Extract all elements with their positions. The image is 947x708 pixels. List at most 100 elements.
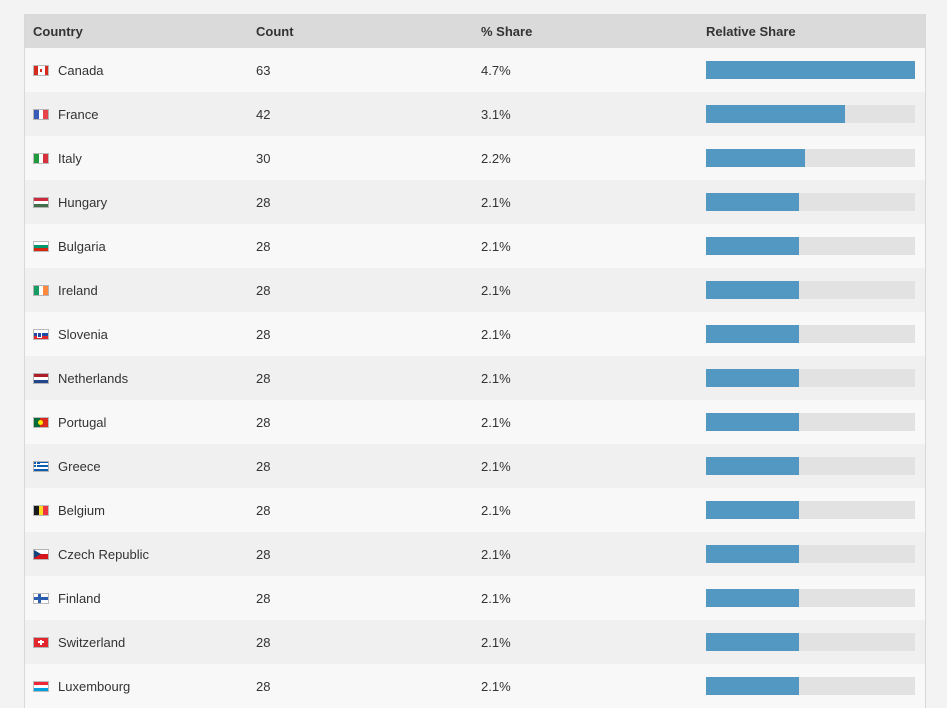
relative-share-bar-fill (706, 281, 799, 299)
relative-share-bar-fill (706, 193, 799, 211)
table-row[interactable]: Czech Republic 28 2.1% (25, 532, 925, 576)
relative-share-cell (706, 457, 925, 475)
share-cell: 2.1% (481, 326, 511, 342)
table-row[interactable]: Hungary 28 2.1% (25, 180, 925, 224)
count-cell: 28 (256, 590, 271, 606)
share-cell: 2.1% (481, 238, 511, 254)
table-header: Country Count % Share Relative Share (25, 14, 925, 48)
table-row[interactable]: Finland 28 2.1% (25, 576, 925, 620)
country-cell: Italy (25, 151, 256, 166)
table-row[interactable]: Slovenia 28 2.1% (25, 312, 925, 356)
table-row[interactable]: Luxembourg 28 2.1% (25, 664, 925, 708)
relative-share-bar-track (706, 369, 915, 387)
count-cell: 28 (256, 634, 271, 650)
relative-share-bar-fill (706, 589, 799, 607)
country-name: Luxembourg (58, 678, 131, 694)
relative-share-cell (706, 325, 925, 343)
table-row[interactable]: Canada 63 4.7% (25, 48, 925, 92)
relative-share-cell (706, 677, 925, 695)
count-cell: 28 (256, 546, 271, 562)
table-row[interactable]: Italy 30 2.2% (25, 136, 925, 180)
table-row[interactable]: Portugal 28 2.1% (25, 400, 925, 444)
count-cell: 63 (256, 62, 271, 78)
relative-share-bar-fill (706, 237, 799, 255)
country-name: Canada (58, 62, 104, 78)
table-row[interactable]: Ireland 28 2.1% (25, 268, 925, 312)
header-count[interactable]: Count (256, 23, 294, 39)
country-name: Hungary (58, 194, 108, 210)
country-cell: Bulgaria (25, 239, 256, 254)
count-cell: 28 (256, 502, 271, 518)
country-cell: Switzerland (25, 635, 256, 650)
relative-share-bar-fill (706, 369, 799, 387)
relative-share-bar-fill (706, 149, 806, 167)
count-cell: 28 (256, 370, 271, 386)
relative-share-bar-fill (706, 457, 799, 475)
relative-share-bar-track (706, 61, 915, 79)
flag-netherlands-icon (33, 372, 49, 384)
header-relative-share[interactable]: Relative Share (706, 23, 796, 39)
count-cell: 28 (256, 678, 271, 694)
flag-greece-icon (33, 460, 49, 472)
country-cell: Luxembourg (25, 679, 256, 694)
relative-share-cell (706, 633, 925, 651)
share-cell: 4.7% (481, 62, 511, 78)
country-cell: Canada (25, 63, 256, 78)
count-cell: 28 (256, 238, 271, 254)
flag-italy-icon (33, 152, 49, 164)
relative-share-cell (706, 149, 925, 167)
flag-portugal-icon (33, 416, 49, 428)
country-name: Greece (58, 458, 101, 474)
relative-share-bar-track (706, 457, 915, 475)
relative-share-bar-fill (706, 325, 799, 343)
relative-share-bar-track (706, 545, 915, 563)
count-cell: 42 (256, 106, 271, 122)
table-row[interactable]: Netherlands 28 2.1% (25, 356, 925, 400)
relative-share-cell (706, 501, 925, 519)
count-cell: 28 (256, 458, 271, 474)
share-cell: 2.1% (481, 546, 511, 562)
share-cell: 2.1% (481, 502, 511, 518)
country-share-table: Country Count % Share Relative Share Can… (24, 14, 926, 708)
table-row[interactable]: Greece 28 2.1% (25, 444, 925, 488)
count-cell: 30 (256, 150, 271, 166)
country-name: Switzerland (58, 634, 126, 650)
country-name: Italy (58, 150, 82, 166)
table-row[interactable]: Belgium 28 2.1% (25, 488, 925, 532)
country-cell: Netherlands (25, 371, 256, 386)
country-name: Finland (58, 590, 101, 606)
relative-share-bar-fill (706, 633, 799, 651)
share-cell: 2.1% (481, 458, 511, 474)
flag-ireland-icon (33, 284, 49, 296)
share-cell: 2.1% (481, 678, 511, 694)
relative-share-bar-fill (706, 105, 846, 123)
relative-share-cell (706, 545, 925, 563)
flag-switzerland-icon (33, 636, 49, 648)
relative-share-bar-track (706, 677, 915, 695)
header-country[interactable]: Country (33, 23, 83, 39)
share-cell: 2.1% (481, 370, 511, 386)
country-cell: Slovenia (25, 327, 256, 342)
relative-share-bar-track (706, 149, 915, 167)
flag-france-icon (33, 108, 49, 120)
flag-canada-icon (33, 64, 49, 76)
flag-belgium-icon (33, 504, 49, 516)
relative-share-cell (706, 237, 925, 255)
relative-share-bar-track (706, 325, 915, 343)
country-name: France (58, 106, 99, 122)
header-share[interactable]: % Share (481, 23, 533, 39)
relative-share-bar-track (706, 281, 915, 299)
table-body: Canada 63 4.7% France 42 3.1% Italy 30 2… (25, 48, 925, 708)
relative-share-bar-track (706, 105, 915, 123)
relative-share-cell (706, 281, 925, 299)
table-row[interactable]: Bulgaria 28 2.1% (25, 224, 925, 268)
relative-share-bar-fill (706, 545, 799, 563)
table-row[interactable]: France 42 3.1% (25, 92, 925, 136)
table-row[interactable]: Switzerland 28 2.1% (25, 620, 925, 664)
country-cell: Portugal (25, 415, 256, 430)
relative-share-bar-fill (706, 501, 799, 519)
flag-luxembourg-icon (33, 680, 49, 692)
share-cell: 2.1% (481, 282, 511, 298)
relative-share-cell (706, 589, 925, 607)
country-cell: Hungary (25, 195, 256, 210)
